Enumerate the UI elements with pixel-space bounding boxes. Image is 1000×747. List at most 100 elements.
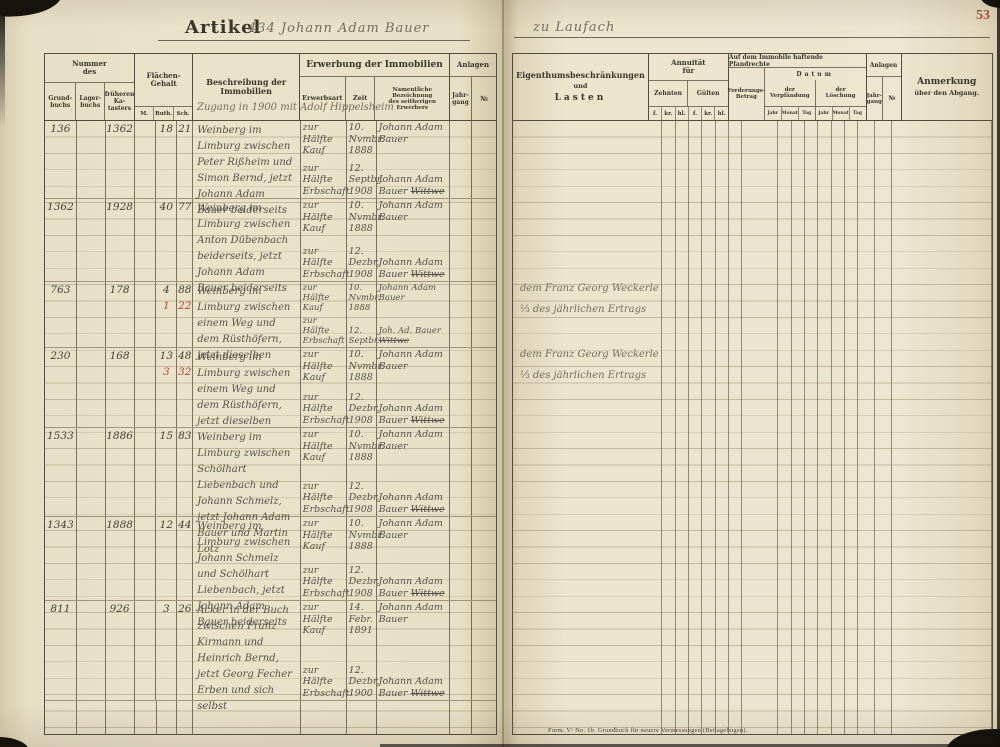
column-header-zeit: Zeit — [346, 77, 376, 120]
sub-jahr: Jahr — [816, 107, 833, 120]
flaeche-schuh: 48 32 — [177, 348, 194, 427]
zeit-cell: 10. Nvmbr. 1888 12. Septbr. 1908 — [348, 121, 384, 198]
flaeche-ruthen: 13 3 — [156, 348, 178, 427]
scan-edge-top-right — [980, 0, 1000, 8]
anlage-jahrgang — [450, 282, 473, 347]
erwerber-cell: Johann Adam Bauer Joh. Ad. Bauer Wittwe — [377, 282, 451, 347]
sub-tag: Tag — [802, 110, 812, 116]
table-row: 1362 1928 40 77 Weinberg im Limburg zwis… — [45, 199, 496, 294]
grundbuch-number: 136 — [45, 121, 77, 198]
flaeche-morgen — [135, 199, 157, 281]
anlagen-group-label: Anlagen — [869, 61, 898, 69]
unit-fl: f. — [689, 107, 703, 120]
lasten-column — [513, 121, 663, 734]
unit-morgen: M. — [135, 107, 155, 120]
immobilie-beschreibung: Weinberg im Limburg zwischen einem Weg u… — [193, 282, 301, 361]
kataster-number: 926 — [106, 601, 135, 700]
immobilie-beschreibung: Acker in der Buch zwischen Franz Kirmann… — [193, 601, 301, 712]
column-header-grundbuchs: Grund- buchs — [45, 83, 77, 120]
grundbuch-table-right: Eigenthumsbeschränkungen und Lasten Annu… — [512, 53, 993, 735]
flaechen-units: M. Ruth. Sch. — [135, 106, 193, 120]
grundbuch-number: 1362 — [45, 199, 77, 281]
column-header-erwerbsart: Erwerbsart — [300, 77, 346, 120]
anlage-nr — [472, 601, 496, 700]
annuitaet-units: f. kr. hl. f. kr. hl. — [648, 106, 728, 120]
flaeche-morgen — [135, 428, 157, 516]
zeit-cell: 10. Nvmbr. 1888 12. Dezbr. 1908 — [348, 348, 384, 427]
immobilie-beschreibung: Weinberg im Limburg zwischen einem Weg u… — [193, 348, 301, 427]
flaeche-ruthen: 15 — [156, 428, 178, 516]
unit-kr: kr. — [662, 107, 676, 120]
anlage-nr — [472, 517, 496, 600]
place-name: zu Laufach — [533, 20, 616, 35]
column-group-nummer: Nummer des Grund- buchs Lager- buchs frü… — [45, 54, 135, 120]
zeit-cell: 10. Nvmbr. 1888 12. Dezbr. 1908 — [348, 199, 384, 281]
unit-kr: kr. — [702, 107, 716, 120]
immobilie-beschreibung: Weinberg im Limburg zwischen Peter Rißhe… — [193, 121, 301, 216]
flaeche-morgen — [135, 348, 157, 427]
unit-hl: hl. — [676, 107, 689, 120]
sub-monat: Monat — [782, 107, 799, 120]
lagerbuch-number — [77, 199, 106, 281]
column-group-anlagen-left: Anlagen Jahr- gang № — [450, 54, 496, 120]
kataster-number: 1888 — [106, 517, 135, 600]
title-underline — [158, 40, 470, 41]
form-footer: Form. Vᵃ No. 1b. Grundbuch für neuere Ve… — [548, 727, 748, 734]
table-row: 1343 1888 12 44 Weinberg im Limburg zwis… — [45, 517, 496, 628]
grundbuch-number: 811 — [45, 601, 77, 700]
column-header-forderungsbetrag: Forderungs- Betrag — [728, 68, 765, 120]
grundbuch-table-left: Nummer des Grund- buchs Lager- buchs frü… — [44, 53, 497, 735]
flaeche-morgen — [135, 282, 157, 347]
erwerber-cell: Johann Adam Bauer Johann Adam Bauer Witt… — [377, 517, 451, 600]
column-verpfaendung: der Verpfändung Jahr Monat Tag — [764, 80, 816, 120]
anlage-jahrgang — [450, 121, 473, 198]
scan-edge-left — [0, 0, 5, 130]
right-table-header: Eigenthumsbeschränkungen und Lasten Annu… — [513, 54, 992, 121]
column-header-nr: № — [888, 93, 896, 102]
table-row: 811 926 3 26 Acker in der Buch zwischen … — [45, 601, 496, 712]
zeit-cell: 14. Febr. 1891 12. Dezbr. 1900 — [348, 601, 380, 700]
anlage-jahrgang — [450, 517, 473, 600]
lagerbuch-number — [77, 517, 106, 600]
lagerbuch-number — [77, 428, 106, 516]
pfandrechte-group-label: Auf dem Immobile haftende Pfandrechte — [728, 54, 866, 68]
lasten-entry: dem Franz Georg Weckerle ⅓ des jährliche… — [520, 283, 659, 315]
column-group-flaechengehalt: Flächen- Gehalt M. Ruth. Sch. — [135, 54, 194, 120]
erwerbsart-cell: zur Hälfte Kauf zur Hälfte Erbschaft — [302, 601, 350, 700]
immobilie-beschreibung: Weinberg im Limburg zwischen Schölhart L… — [193, 428, 301, 555]
column-group-annuitaet: Annuität für Zehnten Gülten f. kr. hl. f… — [648, 54, 729, 120]
flaeche-schuh: 26 — [177, 601, 194, 700]
sub-jahr: Jahr — [765, 107, 782, 120]
erwerbsart-cell: zur Hälfte Kauf zur Hälfte Erbschaft — [302, 348, 350, 427]
erwerbsart-cell: zur Hälfte Kauf zur Hälfte Erbschaft — [301, 282, 347, 347]
anlagen-group-label: Anlagen — [456, 60, 490, 69]
anlage-jahrgang — [450, 601, 473, 700]
scan-edge-bottom — [380, 744, 1000, 747]
lasten-entry: dem Franz Georg Weckerle ⅓ des jährliche… — [520, 349, 659, 381]
kataster-number: 178 — [106, 282, 135, 347]
grundbuch-number: 1343 — [45, 517, 77, 600]
grundbuch-number: 1533 — [45, 428, 77, 516]
column-header-beschreibung: Beschreibung der Immobilien — [193, 54, 300, 120]
left-table-header: Nummer des Grund- buchs Lager- buchs frü… — [45, 54, 496, 121]
column-header-anmerkung: Anmerkung über den Abgang. — [914, 76, 980, 97]
forderungsbetrag-column — [742, 121, 778, 734]
flaeche-ruthen: 12 — [156, 517, 178, 600]
column-group-datum: Datum der Verpfändung Jahr Monat Tag — [764, 68, 866, 120]
flaeche-schuh: 77 — [177, 199, 194, 281]
lagerbuch-number — [77, 348, 106, 427]
kataster-number: 1928 — [106, 199, 135, 281]
column-loeschung: der Löschung Jahr Monat Tag — [815, 80, 866, 120]
flaeche-schuh: 44 — [177, 517, 194, 600]
column-group-anlagen-right: Anlagen Jahr- gang № — [866, 54, 902, 120]
nummer-group-label: Nummer des — [72, 59, 107, 76]
table-row: 1533 1886 15 83 Weinberg im Limburg zwis… — [45, 428, 496, 555]
flaeche-ruthen: 3 — [156, 601, 178, 700]
grundbuch-number: 230 — [45, 348, 77, 427]
anlage-jahrgang — [450, 199, 473, 281]
anlage-jahrgang — [450, 348, 473, 427]
erwerber-cell: Johann Adam Bauer Johann Adam Bauer Witt… — [377, 199, 451, 281]
column-header-zehnten: Zehnten — [649, 81, 689, 106]
